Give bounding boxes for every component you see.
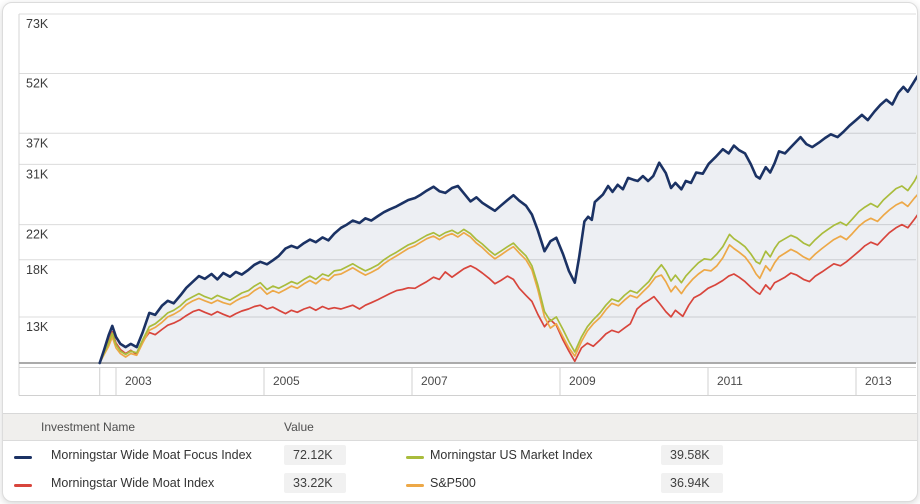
sp500-dash-icon bbox=[406, 484, 424, 487]
chart-canvas: 73K 52K 37K 31K 22K 18K 13K 2003 2005 2007 2009 201… bbox=[18, 13, 917, 396]
x-axis-year-label: 2005 bbox=[273, 374, 300, 388]
legend-value-cell: 33.22K bbox=[280, 473, 402, 493]
y-axis-tick-label: 13K bbox=[26, 320, 49, 334]
y-axis-tick-label: 22K bbox=[26, 228, 49, 242]
y-axis-tick-label: 31K bbox=[26, 167, 49, 181]
legend-table: Investment Name Value Morningstar Wide M… bbox=[3, 413, 917, 497]
y-axis-tick-label: 73K bbox=[26, 17, 49, 31]
x-axis-year-label: 2003 bbox=[125, 374, 152, 388]
legend-value: 39.58K bbox=[661, 445, 723, 465]
x-axis-year-label: 2009 bbox=[569, 374, 596, 388]
series-dash-cell bbox=[402, 474, 428, 492]
performance-chart: 73K 52K 37K 31K 22K 18K 13K 2003 2005 2007 2009 201… bbox=[3, 3, 917, 405]
x-axis-year-label: 2011 bbox=[717, 374, 743, 388]
series-line-0 bbox=[98, 74, 917, 365]
wide-moat-focus-dash-icon bbox=[14, 456, 32, 459]
series-line-3 bbox=[98, 194, 917, 364]
series-dash-cell bbox=[402, 446, 428, 464]
y-axis-tick-label: 52K bbox=[26, 77, 49, 91]
legend-value: 33.22K bbox=[284, 473, 346, 493]
focus-index-area-fill bbox=[99, 77, 917, 363]
wide-moat-dash-icon bbox=[14, 484, 32, 487]
legend-name: Morningstar US Market Index bbox=[430, 448, 593, 462]
legend-table-header: Investment Name Value bbox=[3, 413, 917, 441]
legend-name: Morningstar Wide Moat Focus Index bbox=[51, 448, 252, 462]
y-axis-tick-label: 18K bbox=[26, 263, 49, 277]
series-dash-cell bbox=[3, 474, 47, 492]
series-dash-cell bbox=[3, 446, 47, 464]
col-header-value: Value bbox=[284, 420, 314, 434]
series-line-2 bbox=[98, 174, 917, 364]
legend-value-cell: 36.94K bbox=[659, 473, 917, 493]
x-axis-year-label: 2013 bbox=[865, 374, 892, 388]
us-market-dash-icon bbox=[406, 456, 424, 459]
legend-name: S&P500 bbox=[430, 476, 476, 490]
legend-value: 36.94K bbox=[661, 473, 723, 493]
legend-name: Morningstar Wide Moat Index bbox=[51, 476, 215, 490]
col-header-investment-name: Investment Name bbox=[41, 420, 136, 434]
series-line-1 bbox=[98, 214, 917, 364]
legend-value-cell: 72.12K bbox=[280, 445, 402, 465]
x-axis-year-label: 2007 bbox=[421, 374, 448, 388]
legend-value-cell: 39.58K bbox=[659, 445, 917, 465]
legend-value: 72.12K bbox=[284, 445, 346, 465]
y-axis-tick-label: 37K bbox=[26, 136, 49, 150]
legend-table-body: Morningstar Wide Moat Focus Index 72.12K… bbox=[3, 441, 917, 497]
